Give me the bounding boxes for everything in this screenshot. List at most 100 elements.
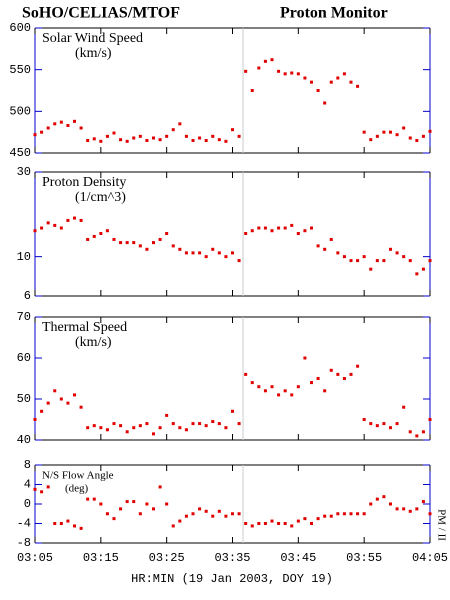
- data-point: [217, 509, 221, 513]
- data-point: [415, 507, 419, 511]
- data-point: [336, 512, 340, 516]
- header-left: SoHO/CELIAS/MTOF: [22, 5, 180, 22]
- data-point: [342, 512, 346, 516]
- x-tick-label: 04:05: [412, 551, 448, 565]
- data-point: [296, 385, 300, 389]
- data-point: [105, 134, 109, 138]
- data-point: [191, 139, 195, 142]
- data-point: [244, 232, 248, 236]
- data-point: [283, 389, 287, 393]
- data-point: [204, 424, 208, 428]
- data-point: [46, 401, 50, 405]
- data-point: [204, 509, 208, 513]
- data-point: [125, 241, 129, 245]
- header-right: Proton Monitor: [280, 5, 388, 22]
- panel-unit: (km/s): [75, 335, 112, 350]
- data-point: [86, 497, 90, 501]
- data-point: [112, 131, 116, 135]
- data-point: [369, 422, 373, 426]
- y-tick-label: 550: [9, 63, 31, 77]
- data-point: [395, 422, 399, 426]
- data-point: [224, 426, 228, 430]
- data-point: [211, 134, 215, 138]
- data-point: [323, 247, 327, 251]
- data-point: [86, 237, 90, 241]
- data-point: [198, 507, 202, 511]
- data-point: [283, 522, 287, 525]
- data-point: [191, 422, 195, 426]
- data-point: [329, 237, 333, 241]
- data-point: [184, 134, 188, 138]
- data-point: [158, 426, 162, 430]
- data-point: [178, 519, 182, 523]
- data-point: [349, 80, 353, 84]
- data-point: [421, 134, 425, 138]
- data-point: [145, 139, 149, 142]
- data-point: [132, 136, 136, 140]
- data-point: [362, 512, 366, 516]
- data-point: [369, 502, 373, 506]
- data-point: [310, 381, 313, 385]
- data-point: [375, 259, 379, 263]
- panel-title ttl: Proton Density: [42, 175, 126, 190]
- data-point: [198, 136, 202, 140]
- data-point: [158, 237, 162, 241]
- y-tick-label: 0: [24, 497, 31, 511]
- data-point: [415, 434, 419, 438]
- data-point: [323, 514, 327, 518]
- data-point: [92, 424, 96, 428]
- data-point: [250, 89, 254, 92]
- data-point: [92, 234, 96, 238]
- data-point: [421, 500, 425, 504]
- data-point: [73, 216, 76, 220]
- data-point: [145, 247, 149, 251]
- data-point: [217, 422, 221, 426]
- data-point: [125, 430, 129, 434]
- data-point: [92, 497, 96, 501]
- data-point: [408, 259, 412, 263]
- y-tick-label: 600: [9, 21, 31, 35]
- x-tick-label: 03:35: [214, 551, 250, 565]
- data-point: [408, 136, 412, 140]
- data-point: [263, 59, 267, 63]
- data-point: [73, 524, 76, 528]
- data-point: [369, 267, 373, 271]
- data-point: [79, 126, 83, 130]
- data-point: [171, 244, 175, 248]
- y-tick-label: 500: [9, 105, 31, 119]
- data-point: [310, 80, 313, 84]
- data-point: [66, 401, 70, 405]
- data-point: [263, 226, 267, 230]
- data-point: [112, 237, 116, 241]
- data-point: [217, 251, 221, 255]
- data-point: [204, 139, 208, 142]
- data-point: [342, 377, 346, 380]
- data-point: [303, 356, 307, 360]
- data-point: [66, 124, 70, 127]
- data-point: [99, 426, 103, 430]
- data-point: [105, 428, 109, 432]
- data-point: [53, 223, 57, 227]
- data-point: [204, 255, 208, 259]
- panel-title ttl: Solar Wind Speed: [42, 31, 143, 46]
- data-point: [165, 134, 169, 138]
- data-point: [277, 393, 281, 397]
- data-point: [33, 418, 37, 421]
- data-point: [66, 218, 70, 222]
- data-point: [211, 420, 215, 424]
- data-point: [231, 251, 234, 255]
- data-point: [59, 120, 63, 124]
- x-tick-label: 03:05: [17, 551, 53, 565]
- data-point: [152, 136, 155, 140]
- data-point: [171, 128, 175, 132]
- data-point: [244, 69, 248, 73]
- side-label: PM / II: [435, 509, 447, 541]
- data-point: [257, 522, 261, 525]
- data-point: [290, 71, 294, 75]
- data-point: [421, 430, 425, 434]
- data-point: [257, 226, 261, 230]
- data-point: [349, 372, 353, 376]
- data-point: [336, 76, 340, 80]
- data-point: [46, 221, 50, 225]
